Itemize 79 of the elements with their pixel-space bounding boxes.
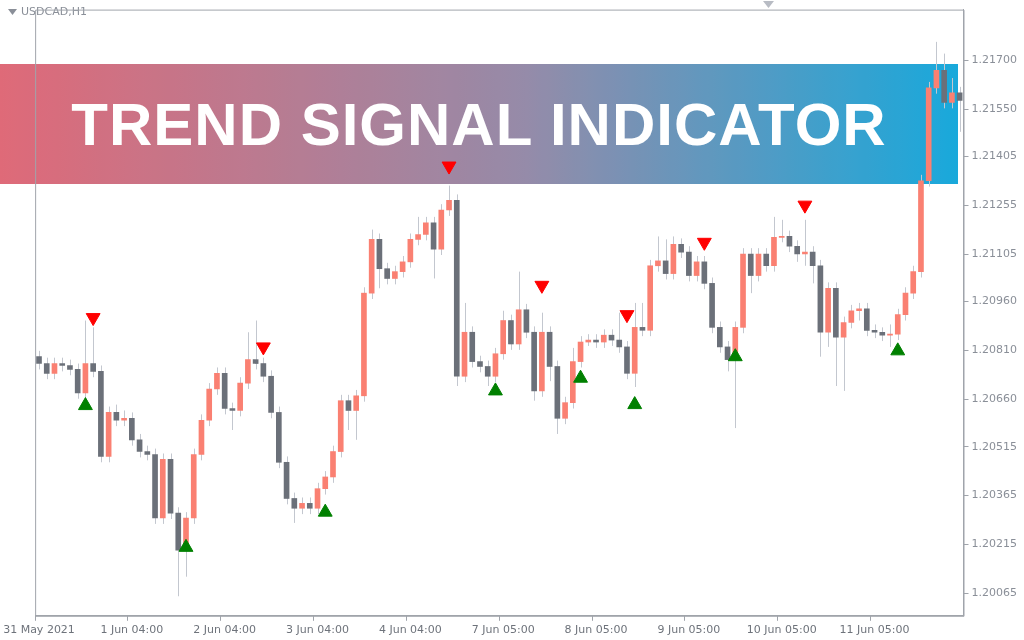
candlestick — [392, 265, 398, 285]
y-tick-label: 1.20660 — [971, 392, 1018, 406]
candlestick — [345, 394, 352, 431]
candlestick — [639, 302, 646, 337]
candlestick — [562, 396, 568, 425]
chart-subtitle: USDCAD,H1 — [21, 5, 87, 18]
candlestick — [786, 230, 793, 253]
point — [627, 396, 643, 410]
point — [727, 348, 743, 362]
candlestick — [492, 347, 499, 383]
y-tick-label: 1.20065 — [971, 586, 1018, 600]
candlestick — [848, 304, 855, 329]
x-tick-label: 3 Jun 04:00 — [286, 623, 349, 637]
x-tick-label: 7 Jun 05:00 — [471, 623, 535, 637]
x-tick-label: 8 Jun 05:00 — [564, 623, 628, 637]
candlestick — [716, 321, 723, 354]
y-tick-label: 1.21700 — [971, 53, 1018, 67]
candlestick — [887, 323, 893, 348]
candlestick — [484, 360, 491, 387]
x-tick-label: 9 Jun 05:00 — [657, 623, 721, 637]
candlestick — [229, 402, 236, 431]
x-tick-label: 1 Jun 04:00 — [100, 623, 164, 637]
point — [696, 237, 712, 251]
candlestick — [314, 482, 321, 515]
candlestick — [446, 185, 452, 217]
point — [890, 342, 906, 356]
y-tick-label: 1.20365 — [971, 488, 1018, 502]
point — [178, 538, 194, 552]
x-tick-label: 11 Jun 05:00 — [839, 623, 910, 637]
candlestick — [36, 350, 42, 370]
candlestick — [600, 328, 607, 349]
x-tick-label: 10 Jun 05:00 — [746, 623, 817, 637]
x-tick-label: 4 Jun 04:00 — [378, 623, 442, 637]
point — [488, 382, 503, 396]
candlestick — [423, 216, 429, 241]
point — [534, 280, 550, 294]
candlestick — [616, 312, 623, 354]
candlestick — [655, 235, 661, 273]
point — [78, 397, 93, 411]
y-tick-label: 1.20515 — [971, 439, 1018, 453]
y-tick-label: 1.20810 — [971, 343, 1018, 357]
y-tick-label: 1.21550 — [971, 102, 1018, 116]
candlestick — [894, 308, 901, 341]
candlestick — [747, 247, 754, 294]
point — [573, 369, 588, 383]
candlestick — [353, 389, 360, 441]
candlestick — [384, 262, 390, 285]
candlestick — [129, 411, 135, 447]
candlestick — [956, 86, 963, 133]
y-tick-label: 1.20215 — [971, 537, 1018, 551]
candlestick — [778, 219, 785, 243]
candlestick — [794, 239, 801, 263]
candlestick — [51, 357, 58, 380]
candlestick — [90, 326, 96, 378]
candlestick — [763, 247, 770, 273]
candlestick — [863, 302, 870, 337]
candlestick — [523, 303, 530, 339]
candlestick — [260, 357, 267, 383]
candlestick — [113, 404, 120, 427]
candlestick — [291, 492, 298, 524]
candlestick — [214, 366, 220, 396]
point — [441, 161, 457, 175]
candlestick — [678, 237, 684, 259]
y-tick-label: 1.21105 — [971, 247, 1018, 261]
y-tick-label: 1.21255 — [971, 198, 1018, 212]
candlestick — [322, 470, 329, 496]
candlestick — [910, 265, 917, 300]
y-tick-label: 1.21405 — [971, 149, 1018, 163]
point — [797, 200, 813, 214]
candlestick — [252, 320, 259, 370]
x-tick-label: 31 May 2021 — [3, 623, 75, 637]
x-tick-label: 2 Jun 04:00 — [193, 623, 257, 637]
candlestick — [415, 216, 421, 246]
candlestick — [43, 357, 50, 380]
candlestick — [136, 433, 143, 458]
y-tick-label: 1.20960 — [971, 294, 1018, 308]
point — [317, 503, 333, 517]
candlestick — [949, 77, 955, 109]
text: TREND SIGNAL INDICATOR — [0, 64, 958, 184]
